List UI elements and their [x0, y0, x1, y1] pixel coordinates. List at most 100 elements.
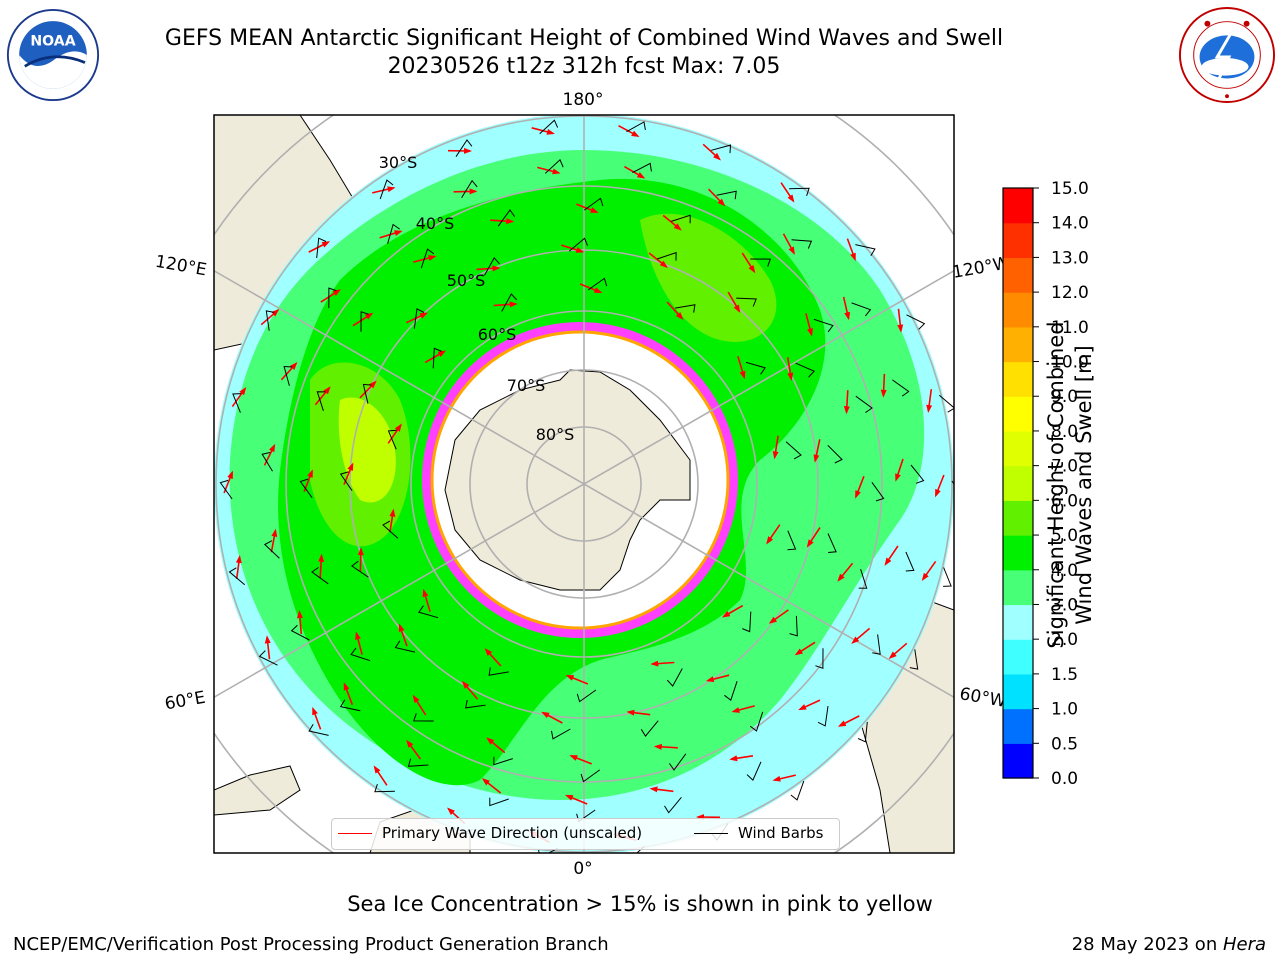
wind-barb [664, 796, 682, 814]
wind-barb [362, 383, 372, 404]
wind-barb [407, 758, 429, 767]
legend-item-barb: Wind Barbs [694, 824, 823, 842]
wave-direction-arrow [476, 265, 501, 272]
wave-direction-arrow [737, 356, 746, 380]
wind-barb [418, 605, 439, 619]
footer-date: 28 May 2023 on Hera [1072, 934, 1266, 955]
wave-direction-arrow [355, 631, 363, 655]
map-area [214, 115, 954, 853]
colorbar-tick-label: 3.0 [1051, 595, 1078, 615]
wind-barb [938, 394, 954, 413]
wave-direction-arrow [741, 252, 756, 274]
wind-barb [316, 237, 327, 259]
wind-barb [461, 179, 478, 199]
wave-direction-arrow [662, 214, 682, 231]
wind-barb [855, 395, 873, 414]
colorbar-segment [1003, 222, 1033, 259]
wave-direction-arrow [895, 458, 904, 482]
wave-direction-arrow [650, 660, 675, 667]
wind-barb [656, 251, 677, 261]
wind-barb [857, 721, 868, 743]
colorbar-segment [1003, 673, 1033, 710]
wind-barb [339, 699, 361, 712]
wave-direction-arrow [653, 743, 678, 750]
lat-label-80s: 80°S [536, 425, 575, 444]
colorbar-segment [1003, 604, 1033, 640]
wind-barb [711, 144, 732, 154]
colorbar-segment [1003, 188, 1033, 224]
colorbar-segment [1003, 465, 1033, 501]
wind-barb [785, 441, 802, 460]
wind-barb [813, 318, 834, 333]
lat-label-60s: 60°S [478, 325, 517, 344]
wave-direction-arrow [884, 545, 899, 566]
wind-barb [497, 209, 516, 227]
wind-barb [351, 560, 369, 578]
wave-direction-arrow [357, 547, 364, 572]
wind-barb [308, 723, 329, 736]
wind-barb [789, 615, 798, 637]
wave-direction-arrow [842, 296, 851, 321]
colorbar-segment [1003, 743, 1033, 779]
wind-barb [311, 566, 329, 585]
wave-direction-arrow [772, 435, 779, 460]
colorbar-frame [1002, 187, 1034, 779]
wave-direction-arrow [813, 439, 821, 463]
wind-barb [339, 471, 353, 491]
legend-wave-label: Primary Wave Direction (unscaled) [382, 824, 643, 842]
wind-barb [666, 668, 683, 687]
colorbar-tick-label: 9.0 [1051, 387, 1078, 407]
wind-barb [745, 361, 766, 375]
wave-direction-arrow [422, 588, 431, 612]
wave-direction-arrow [541, 711, 563, 724]
wave-direction-arrow [921, 560, 937, 582]
chart-title: GEFS MEAN Antarctic Significant Height o… [164, 26, 1004, 51]
wind-barb [855, 244, 876, 257]
wave-direction-arrow [768, 609, 789, 624]
wind-barb [791, 239, 813, 249]
wave-direction-arrow [935, 474, 945, 498]
wind-barb [228, 567, 246, 586]
wave-direction-arrow [766, 524, 781, 545]
wind-barb [576, 689, 597, 703]
colorbar-tick-label: 2.0 [1051, 630, 1078, 650]
lon-label-0: 0° [573, 859, 592, 879]
wind-barb [827, 444, 843, 464]
colorbar-segment [1003, 639, 1033, 675]
wind-barb [488, 667, 509, 676]
colorbar-tick-label: 1.0 [1051, 700, 1078, 720]
wind-barb [219, 479, 233, 500]
wave-direction-arrow [260, 308, 280, 326]
wind-barb [493, 756, 513, 766]
wave-direction-arrow [780, 182, 795, 203]
wind-barb [413, 308, 425, 329]
wind-barb [263, 540, 280, 559]
wave-direction-arrow [782, 233, 795, 255]
footer-credit: NCEP/EMC/Verification Post Processing Pr… [13, 934, 609, 955]
wind-barb [584, 197, 604, 211]
wind-barb [420, 248, 435, 269]
wave-band-6-7m [338, 397, 396, 503]
footer-host: Hera [1222, 934, 1266, 955]
wind-barb [544, 158, 564, 174]
wave-direction-arrow [490, 218, 515, 225]
wind-barb [412, 713, 434, 722]
wave-direction-arrow [352, 312, 374, 327]
colorbar-segment [1003, 326, 1033, 363]
wave-direction-arrow [461, 680, 479, 700]
wave-direction-arrow [412, 694, 427, 716]
wave-direction-arrow [270, 528, 278, 553]
colorbar-tick-label: 4.0 [1051, 561, 1078, 581]
wind-barb [795, 362, 815, 378]
colorbar-title-line2: Wind Waves and Swell [m] [1072, 345, 1096, 625]
colorbar-tick-label: 7.0 [1051, 457, 1078, 477]
wind-barb [232, 393, 241, 413]
sea-ice-note: Sea Ice Concentration > 15% is shown in … [347, 892, 933, 916]
wind-barb [261, 452, 273, 472]
wave-direction-arrow [484, 648, 502, 667]
wind-barb [290, 624, 310, 641]
map-frame [213, 114, 955, 854]
wave-direction-arrow [851, 627, 871, 644]
wind-barb [328, 287, 337, 309]
